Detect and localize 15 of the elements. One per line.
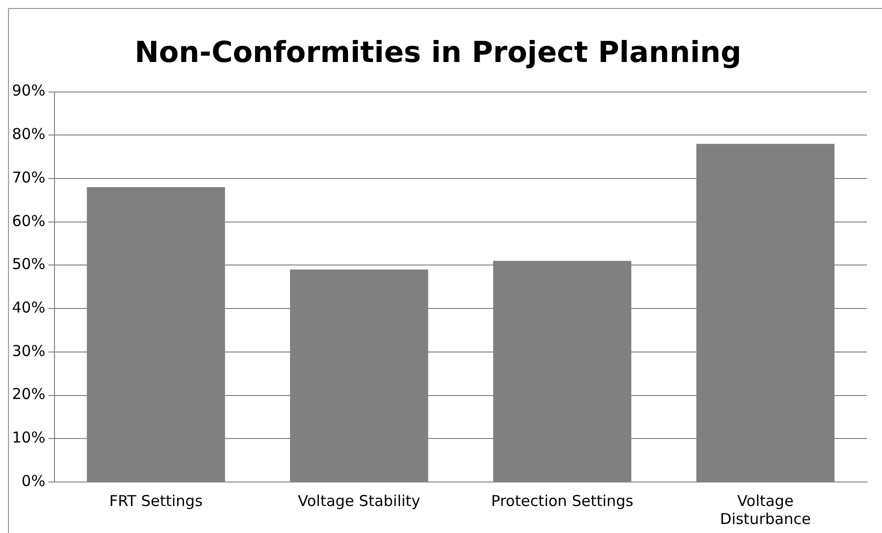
y-tick-label: 30%	[12, 342, 46, 360]
x-tick-label: Voltage Stability	[298, 492, 420, 510]
x-tick-label: FRT Settings	[109, 492, 203, 510]
y-tick-label: 90%	[12, 82, 46, 100]
y-tick-label: 20%	[12, 385, 46, 404]
y-tick-label: 60%	[12, 212, 46, 230]
y-tick-label: 70%	[12, 168, 46, 186]
y-tick-label: 80%	[12, 125, 46, 144]
x-tick-label: Protection Settings	[491, 492, 634, 510]
y-tick-label: 0%	[22, 472, 46, 490]
chart-title: Non-Conformities in Project Planning	[134, 34, 742, 69]
y-tick-label: 10%	[12, 428, 46, 447]
y-tick-label: 50%	[12, 255, 46, 274]
y-tick-label: 40%	[12, 298, 46, 316]
x-tick-label: Voltage Disturbance	[720, 492, 811, 528]
